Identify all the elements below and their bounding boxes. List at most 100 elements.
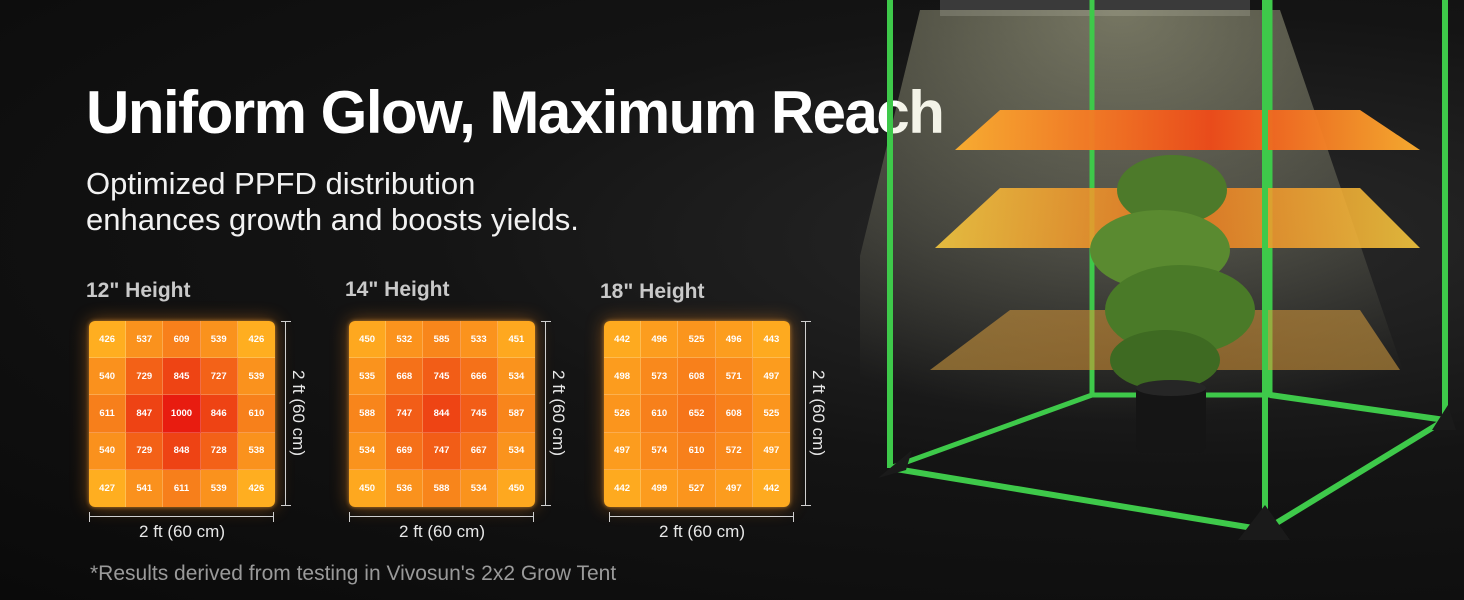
- subheadline-line-2: enhances growth and boosts yields.: [86, 202, 579, 237]
- ppfd-cell: 426: [89, 321, 127, 359]
- ppfd-cell: 533: [460, 321, 498, 359]
- width-dimension-line: [609, 512, 794, 522]
- ppfd-cell: 540: [89, 432, 127, 470]
- ppfd-cell: 848: [163, 432, 201, 470]
- ppfd-cell: 845: [163, 358, 201, 396]
- footnote: *Results derived from testing in Vivosun…: [90, 562, 617, 585]
- ppfd-cell: 669: [386, 432, 424, 470]
- subheadline-line-1: Optimized PPFD distribution: [86, 166, 476, 201]
- ppfd-cell: 427: [89, 469, 127, 507]
- ppfd-cell: 538: [237, 432, 275, 470]
- grow-tent-illustration: [860, 0, 1456, 540]
- ppfd-cell: 442: [604, 469, 642, 507]
- ppfd-cell: 608: [715, 395, 753, 433]
- ppfd-cell: 497: [604, 432, 642, 470]
- ppfd-cell: 442: [752, 469, 790, 507]
- ppfd-cell: 573: [641, 358, 679, 396]
- ppfd-cell: 498: [604, 358, 642, 396]
- ppfd-cell: 668: [386, 358, 424, 396]
- ppfd-heatmap-14in: 450 532 585 533 451 535 668 745 666 534 588 747 844 7…: [349, 321, 535, 507]
- ppfd-cell: 426: [237, 321, 275, 359]
- ppfd-cell: 496: [641, 321, 679, 359]
- ppfd-cell: 526: [604, 395, 642, 433]
- ppfd-cell: 497: [752, 358, 790, 396]
- ppfd-cell: 572: [715, 432, 753, 470]
- ppfd-cell: 534: [497, 358, 535, 396]
- ppfd-cell: 534: [497, 432, 535, 470]
- height-dimension-label: 2 ft (60 cm): [289, 370, 308, 456]
- ppfd-cell: 610: [237, 395, 275, 433]
- ppfd-cell: 588: [423, 469, 461, 507]
- ppfd-cell: 525: [752, 395, 790, 433]
- height-dimension-label: 2 ft (60 cm): [549, 370, 568, 456]
- panel-label-14in: 14" Height: [345, 278, 450, 301]
- ppfd-cell: 611: [163, 469, 201, 507]
- ppfd-cell: 727: [200, 358, 238, 396]
- ppfd-cell: 534: [349, 432, 387, 470]
- ppfd-cell: 847: [126, 395, 164, 433]
- ppfd-cell: 426: [237, 469, 275, 507]
- height-dimension-line: [541, 321, 551, 506]
- ppfd-cell: 610: [641, 395, 679, 433]
- ppfd-cell: 666: [460, 358, 498, 396]
- ppfd-cell: 747: [423, 432, 461, 470]
- ppfd-cell: 496: [715, 321, 753, 359]
- ppfd-cell: 537: [126, 321, 164, 359]
- ppfd-cell: 846: [200, 395, 238, 433]
- width-dimension-label: 2 ft (60 cm): [139, 522, 225, 541]
- ppfd-cell: 539: [237, 358, 275, 396]
- ppfd-heatmap-18in: 442 496 525 496 443 498 573 608 571 497 526 610 652 6…: [604, 321, 790, 507]
- height-dimension-line: [801, 321, 811, 506]
- headline: Uniform Glow, Maximum Reach: [86, 79, 945, 146]
- ppfd-cell: 574: [641, 432, 679, 470]
- ppfd-cell: 588: [349, 395, 387, 433]
- ppfd-cell: 728: [200, 432, 238, 470]
- ppfd-cell: 729: [126, 358, 164, 396]
- ppfd-cell: 450: [349, 321, 387, 359]
- panel-label-18in: 18" Height: [600, 280, 705, 303]
- ppfd-cell: 587: [497, 395, 535, 433]
- ppfd-cell: 844: [423, 395, 461, 433]
- ppfd-cell: 539: [200, 469, 238, 507]
- ppfd-cell: 442: [604, 321, 642, 359]
- ppfd-cell: 443: [752, 321, 790, 359]
- ppfd-cell: 745: [460, 395, 498, 433]
- height-dimension-line: [281, 321, 291, 506]
- plant-icon: [1090, 155, 1255, 453]
- ppfd-cell: 535: [349, 358, 387, 396]
- ppfd-cell: 1000: [163, 395, 201, 433]
- width-dimension-label: 2 ft (60 cm): [399, 522, 485, 541]
- ppfd-cell: 652: [678, 395, 716, 433]
- width-dimension-line: [349, 512, 534, 522]
- height-dimension-label: 2 ft (60 cm): [809, 370, 828, 456]
- ppfd-cell: 539: [200, 321, 238, 359]
- ppfd-cell: 525: [678, 321, 716, 359]
- ppfd-heatmap-12in: 426 537 609 539 426 540 729 845 727 539 611 847 1000…: [89, 321, 275, 507]
- ppfd-cell: 729: [126, 432, 164, 470]
- ppfd-cell: 534: [460, 469, 498, 507]
- ppfd-cell: 450: [497, 469, 535, 507]
- ppfd-cell: 747: [386, 395, 424, 433]
- ppfd-layer-top: [955, 110, 1420, 150]
- ppfd-cell: 527: [678, 469, 716, 507]
- ppfd-cell: 608: [678, 358, 716, 396]
- ppfd-cell: 536: [386, 469, 424, 507]
- ppfd-cell: 667: [460, 432, 498, 470]
- ppfd-cell: 571: [715, 358, 753, 396]
- ppfd-cell: 609: [163, 321, 201, 359]
- ppfd-cell: 497: [715, 469, 753, 507]
- subheadline: Optimized PPFD distribution enhances gro…: [86, 166, 646, 238]
- ppfd-cell: 610: [678, 432, 716, 470]
- tent-corner-feet: [878, 405, 1456, 540]
- ppfd-cell: 540: [89, 358, 127, 396]
- ppfd-cell: 611: [89, 395, 127, 433]
- ppfd-cell: 745: [423, 358, 461, 396]
- ppfd-cell: 450: [349, 469, 387, 507]
- ppfd-cell: 499: [641, 469, 679, 507]
- ppfd-cell: 451: [497, 321, 535, 359]
- ppfd-cell: 541: [126, 469, 164, 507]
- ppfd-cell: 532: [386, 321, 424, 359]
- width-dimension-label: 2 ft (60 cm): [659, 522, 745, 541]
- ppfd-cell: 585: [423, 321, 461, 359]
- ppfd-cell: 497: [752, 432, 790, 470]
